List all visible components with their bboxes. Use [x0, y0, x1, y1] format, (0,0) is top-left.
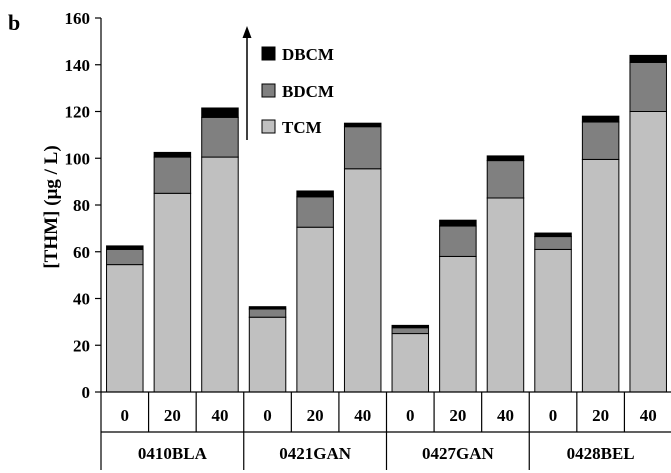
- x-tick-label: 40: [354, 406, 371, 425]
- y-tick-label: 100: [65, 149, 91, 168]
- bar-segment-dbcm-5: [296, 190, 334, 198]
- x-tick-label: 0: [549, 406, 558, 425]
- group-label: 0410BLA: [138, 444, 208, 463]
- bar-segment-dbcm-8: [439, 219, 477, 227]
- y-tick-label: 120: [65, 103, 91, 122]
- x-tick-label: 40: [497, 406, 514, 425]
- group-label: 0428BEL: [567, 444, 635, 463]
- x-tick-label: 0: [263, 406, 272, 425]
- bar-segment-bdcm-12: [629, 61, 667, 112]
- bar-segment-bdcm-4: [248, 308, 287, 318]
- legend-label-tcm: TCM: [282, 118, 322, 137]
- x-tick-label: 20: [307, 406, 324, 425]
- bar-segment-dbcm-10: [534, 232, 572, 238]
- bar-segment-tcm-6: [343, 168, 382, 393]
- axes-layer: 0 20 40 60 80 100 120 140 160 0 20 40 0 20 40 0 20 40 0 20 4…: [65, 9, 671, 470]
- bar-segment-tcm-10: [534, 248, 572, 393]
- bar-segment-bdcm-8: [439, 225, 477, 257]
- bar-segment-bdcm-3: [201, 116, 239, 158]
- legend: DBCM BDCM TCM: [261, 45, 334, 137]
- bar-segment-bdcm-10: [534, 236, 572, 250]
- bar-segment-dbcm-7: [391, 324, 430, 329]
- x-tick-label: 20: [449, 406, 466, 425]
- legend-label-dbcm: DBCM: [282, 45, 334, 64]
- y-axis-label: [THM] (µg / L): [41, 145, 62, 268]
- bar-segment-bdcm-6: [343, 126, 382, 170]
- panel-label: b: [8, 10, 20, 35]
- y-tick-label: 40: [73, 290, 90, 309]
- x-tick-label: 20: [164, 406, 181, 425]
- bar-segment-tcm-9: [486, 197, 525, 393]
- bar-segment-tcm-5: [296, 226, 334, 393]
- y-tick-label: 0: [82, 383, 91, 402]
- y-tick-label: 20: [73, 336, 90, 355]
- legend-swatch-bdcm: [261, 83, 276, 98]
- bar-segment-bdcm-9: [486, 160, 525, 199]
- x-tick-label: 40: [211, 406, 228, 425]
- bar-segment-dbcm-3: [201, 107, 239, 118]
- bar-segment-dbcm-11: [581, 115, 620, 123]
- y-tick-label: 80: [73, 196, 90, 215]
- bar-segment-bdcm-7: [391, 327, 430, 335]
- bar-segment-dbcm-9: [486, 155, 525, 162]
- group-label: 0421GAN: [279, 444, 352, 463]
- trend-arrow-head: [242, 26, 252, 38]
- bar-segment-dbcm-12: [629, 54, 667, 63]
- bar-segment-tcm-8: [439, 255, 477, 393]
- bar-segment-bdcm-5: [296, 196, 334, 228]
- legend-swatch-dbcm: [261, 46, 276, 61]
- bar-segment-bdcm-2: [153, 156, 192, 194]
- y-tick-label: 160: [65, 9, 91, 28]
- bar-segment-tcm-3: [201, 156, 239, 393]
- bar-segment-bdcm-1: [106, 248, 144, 266]
- bar-segment-tcm-12: [629, 111, 667, 393]
- bar-segment-dbcm-2: [153, 151, 192, 158]
- y-tick-label: 140: [65, 56, 91, 75]
- bar-segment-tcm-2: [153, 192, 192, 393]
- bars-layer: [106, 54, 667, 393]
- bar-segment-bdcm-11: [581, 121, 620, 160]
- legend-swatch-tcm: [261, 119, 276, 134]
- bar-segment-tcm-7: [391, 333, 430, 393]
- bar-segment-tcm-4: [248, 316, 287, 393]
- bar-segment-tcm-1: [106, 264, 144, 393]
- group-label: 0427GAN: [422, 444, 495, 463]
- x-tick-label: 20: [592, 406, 609, 425]
- bar-segment-tcm-11: [581, 158, 620, 393]
- y-tick-label: 60: [73, 243, 90, 262]
- bar-segment-dbcm-6: [343, 122, 382, 128]
- bar-segment-dbcm-1: [106, 245, 144, 250]
- x-tick-label: 40: [640, 406, 657, 425]
- x-tick-label: 0: [121, 406, 130, 425]
- legend-label-bdcm: BDCM: [282, 82, 334, 101]
- bar-segment-dbcm-4: [248, 306, 287, 310]
- x-tick-label: 0: [406, 406, 415, 425]
